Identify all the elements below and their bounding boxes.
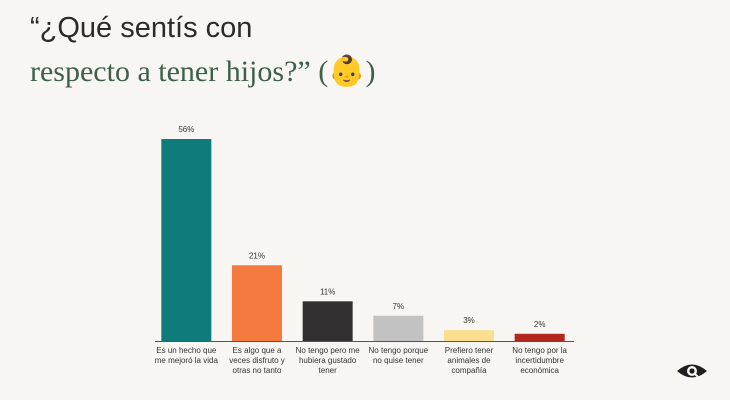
value-label: 2% [534,320,546,329]
x-tick-label: Prefiero tener animales de compañía [444,346,494,375]
x-tick-label: No tengo por la incertidumbre económica [512,346,567,375]
x-tick-label: No tengo porque no quise tener [368,346,429,365]
chart-subtitle: respecto a tener hijos?” (👶) [30,55,376,88]
value-label: 3% [463,316,475,325]
bar [373,315,424,341]
bar [161,139,212,341]
value-label: 7% [393,302,405,311]
x-tick-label: Es un hecho que me mejoró la vida [154,346,218,365]
logo [677,364,707,380]
x-tick-label: Es algo que a veces disfruto y otras no … [229,346,285,375]
value-label: 56% [178,125,194,134]
bar [302,301,353,341]
value-label: 21% [249,251,265,260]
bar [514,333,565,341]
chart-title: “¿Qué sentís con [30,12,253,44]
x-tick-label: No tengo pero me hubiera gustado tener [295,346,360,375]
bar [232,265,282,341]
bar [444,330,494,341]
value-label: 11% [320,287,335,296]
